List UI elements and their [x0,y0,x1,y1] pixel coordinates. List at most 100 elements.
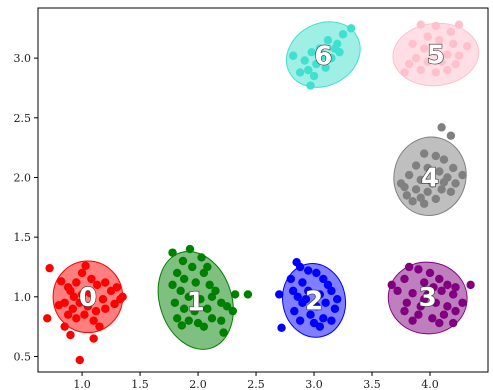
cluster-0-point [54,300,64,310]
cluster-2-point [315,290,325,299]
cluster-2-point [327,316,336,325]
cluster-1-point [177,321,187,330]
cluster-3-point [437,286,446,296]
cluster-5-point [431,68,441,77]
cluster-2-label: 2 [305,286,323,316]
cluster-4-point [431,194,441,204]
cluster-1-point [196,295,205,304]
cluster-4-point [449,163,458,173]
x-tick-label: 1.5 [131,378,149,390]
cluster-1-point [184,292,193,302]
cluster-6-point [306,81,315,90]
cluster-2-point [315,322,325,331]
cluster-0-point [92,280,102,290]
cluster-2-point [312,268,321,278]
cluster-3-point [414,310,423,319]
cluster-0-point [75,298,84,307]
cluster-3-point [431,298,441,307]
cluster-4-point [439,155,449,164]
cluster-2-point [321,298,330,307]
cluster-4-point [435,167,444,176]
cluster-0-point [112,283,122,292]
cluster-3-point [428,314,437,323]
cluster-4-point [411,185,421,194]
cluster-0-point [45,263,54,273]
cluster-2-point [301,295,311,304]
cluster-0-point [85,289,95,298]
cluster-2-point [293,292,302,302]
cluster-1-point [168,280,177,290]
cluster-2-point [304,266,313,275]
cluster-0: 0 [43,260,127,365]
cluster-1-point [205,280,214,290]
cluster-5-point [443,65,452,75]
cluster-5-point [423,57,432,66]
cluster-1: 1 [157,244,253,350]
cluster-1-point [199,322,209,331]
cluster-3-point [435,274,444,284]
cluster-1-point [222,302,232,311]
cluster-1-point [178,256,188,266]
cluster-6-point [309,71,319,81]
cluster-5-point [431,21,441,31]
cluster-0-point [77,290,87,299]
cluster-0-point [101,278,110,287]
cluster-3-point [420,295,429,304]
cluster-3-point [451,283,460,292]
cluster-1-point [243,290,253,299]
cluster-0-point [89,334,98,343]
cluster-1-point [197,253,206,262]
cluster-3-point [400,306,409,316]
cluster-3-point [400,274,409,284]
cluster-6-point [288,51,298,60]
axes-frame [37,7,489,373]
cluster-3-point [402,298,412,307]
cluster-4-point [431,151,441,161]
cluster-4-point [437,185,446,194]
cluster-4-point [451,179,460,188]
cluster-5-point [454,51,464,60]
cluster-4-point [446,187,456,196]
cluster-1-point [188,262,197,272]
cluster-3-point [408,289,417,298]
cluster-5-point [408,39,417,49]
cluster-5-point [416,20,425,29]
cluster-5-point [437,57,446,66]
cluster-5-point [420,44,429,53]
cluster-1-point [217,316,226,325]
cluster-6-point [312,59,321,69]
cluster-1-point [176,286,185,296]
cluster-4-point [437,123,446,132]
cluster-4-point [458,170,467,180]
cluster-5-point [454,20,464,29]
cluster-1-point [207,314,217,323]
x-axis: 1.0 1.5 2.0 2.5 3.0 3.5 4.0 [73,372,439,390]
cluster-0-point [63,310,73,319]
y-tick-label: 1.5 [14,231,32,244]
cluster-6: 6 [286,21,361,90]
cluster-2-point [286,274,296,284]
plot-area: 0 1 2 3 4 5 6 [43,20,480,365]
cluster-4-point [423,163,432,173]
cluster-0-point [87,274,96,284]
cluster-1-point [203,262,212,272]
cluster-1-point [185,244,195,254]
cluster-6-point [346,24,356,33]
cluster-1-point [203,304,212,313]
cluster-6-point [321,63,330,72]
cluster-3-point [449,318,458,328]
cluster-0-point [72,278,81,287]
cluster-2-point [298,278,307,287]
cluster-2-point [333,295,342,304]
cluster-3-point [443,280,452,290]
cluster-2-point [319,314,328,323]
cluster-1-point [230,290,240,299]
cluster-4: 4 [393,123,467,217]
cluster-0-point [83,302,93,311]
cluster-4-point [411,161,421,170]
cluster-1-point [228,306,238,316]
cluster-3-point [451,306,460,316]
cluster-1-point [170,298,180,307]
cluster-1-point [179,274,189,284]
cluster-5-point [449,39,458,49]
